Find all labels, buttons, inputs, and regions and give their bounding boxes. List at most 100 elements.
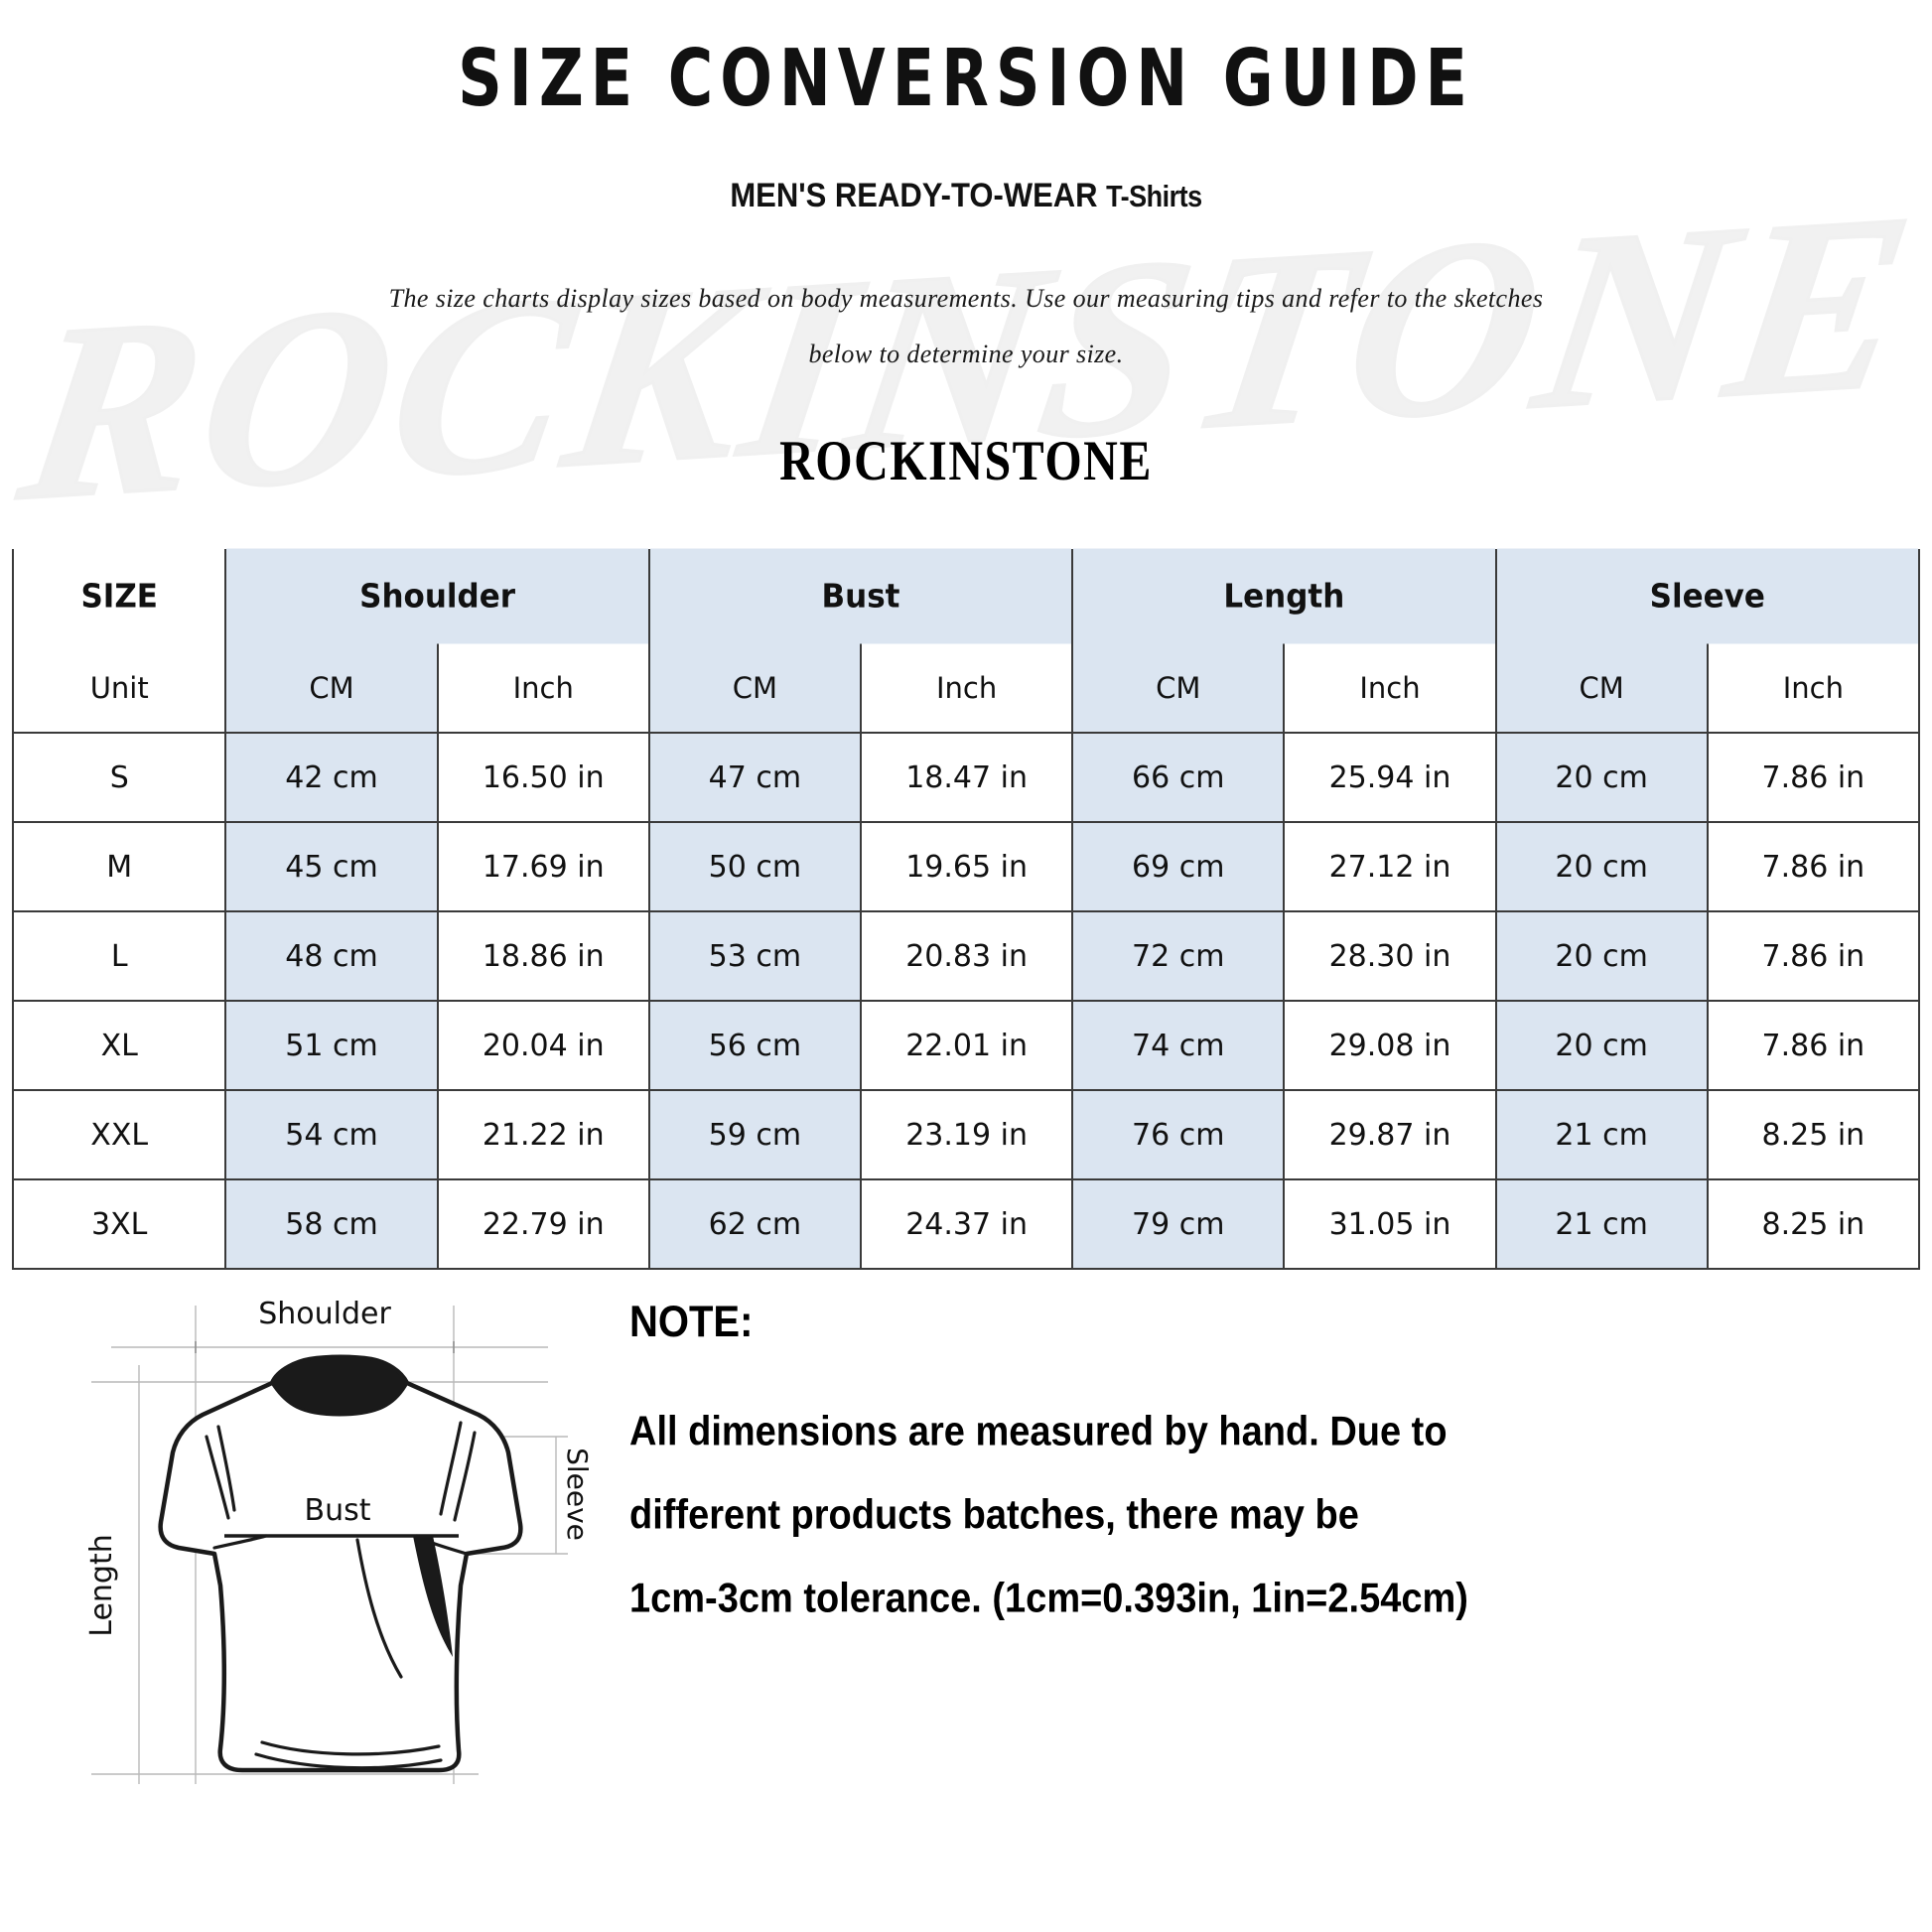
cell-bust-inch: 18.47 in — [859, 732, 1074, 823]
cell-shoulder-inch: 17.69 in — [436, 821, 650, 912]
cell-bust-cm: 53 cm — [647, 910, 862, 1002]
header-cell-size: SIZE — [11, 546, 227, 646]
cell-length-inch: 27.12 in — [1283, 821, 1497, 912]
diagram-label-length: Length — [84, 1534, 119, 1636]
cell-bust-inch: 23.19 in — [859, 1089, 1074, 1180]
cell-sleeve-cm: 20 cm — [1494, 821, 1709, 912]
cell-bust-cm: 59 cm — [647, 1089, 862, 1180]
page-title: SIZE CONVERSION GUIDE — [458, 32, 1474, 125]
intro-line-2: below to determine your size. — [808, 340, 1124, 368]
unit-cell-length-inch: Inch — [1283, 641, 1497, 734]
cell-bust-inch: 20.83 in — [859, 910, 1074, 1002]
row-size-label: M — [11, 821, 227, 912]
cell-sleeve-inch: 8.25 in — [1706, 1178, 1921, 1270]
size-table-container: SIZE Shoulder Bust Length Sleeve Unit CM… — [11, 546, 1921, 1270]
row-size-label: S — [11, 732, 227, 823]
intro-line-1: The size charts display sizes based on b… — [388, 284, 1544, 313]
unit-cell-length-cm: CM — [1071, 641, 1286, 734]
unit-cell-shoulder-inch: Inch — [436, 641, 650, 734]
header-cell-sleeve: Sleeve — [1494, 546, 1921, 646]
cell-sleeve-cm: 20 cm — [1494, 910, 1709, 1002]
cell-length-inch: 31.05 in — [1283, 1178, 1497, 1270]
dimension-ticks — [195, 1341, 455, 1353]
cell-shoulder-inch: 22.79 in — [436, 1178, 650, 1270]
subtitle-main: MEN'S READY-TO-WEAR — [730, 175, 1098, 215]
cell-shoulder-inch: 21.22 in — [436, 1089, 650, 1180]
table-row: M 45 cm 17.69 in 50 cm 19.65 in 69 cm 27… — [11, 821, 1921, 912]
cell-bust-cm: 56 cm — [647, 1000, 862, 1091]
tshirt-side-shadow — [413, 1536, 453, 1657]
note-title: NOTE: — [629, 1298, 754, 1347]
size-conversion-table: SIZE Shoulder Bust Length Sleeve Unit CM… — [11, 546, 1921, 1270]
cell-bust-inch: 19.65 in — [859, 821, 1074, 912]
unit-cell-sleeve-cm: CM — [1494, 641, 1709, 734]
cell-bust-cm: 50 cm — [647, 821, 862, 912]
cell-length-inch: 29.08 in — [1283, 1000, 1497, 1091]
cell-bust-cm: 47 cm — [647, 732, 862, 823]
tshirt-collar — [270, 1355, 409, 1417]
cell-length-cm: 69 cm — [1071, 821, 1286, 912]
header-cell-length: Length — [1071, 546, 1497, 646]
table-row: 3XL 58 cm 22.79 in 62 cm 24.37 in 79 cm … — [11, 1178, 1921, 1270]
cell-sleeve-inch: 8.25 in — [1706, 1089, 1921, 1180]
table-unit-row: Unit CM Inch CM Inch CM Inch CM Inch — [11, 641, 1921, 734]
cell-length-inch: 29.87 in — [1283, 1089, 1497, 1180]
diagram-label-shoulder: Shoulder — [258, 1297, 391, 1331]
header: SIZE CONVERSION GUIDE MEN'S READY-TO-WEA… — [0, 0, 1932, 492]
table-group-header-row: SIZE Shoulder Bust Length Sleeve — [11, 546, 1921, 646]
cell-sleeve-inch: 7.86 in — [1706, 821, 1921, 912]
cell-length-cm: 76 cm — [1071, 1089, 1286, 1180]
row-size-label: L — [11, 910, 227, 1002]
cell-shoulder-inch: 16.50 in — [436, 732, 650, 823]
row-size-label: XL — [11, 1000, 227, 1091]
cell-shoulder-cm: 58 cm — [224, 1178, 439, 1270]
cell-bust-cm: 62 cm — [647, 1178, 862, 1270]
diagram-label-bust: Bust — [305, 1493, 371, 1528]
bottom-section: Shoulder Bust Length Sleeve NOTE: All di… — [0, 1288, 1932, 1804]
cell-sleeve-cm: 21 cm — [1494, 1089, 1709, 1180]
header-cell-shoulder: Shoulder — [224, 546, 650, 646]
subtitle: MEN'S READY-TO-WEAR T-Shirts — [0, 176, 1932, 215]
cell-shoulder-cm: 48 cm — [224, 910, 439, 1002]
header-cell-bust: Bust — [647, 546, 1074, 646]
cell-shoulder-cm: 51 cm — [224, 1000, 439, 1091]
tshirt-measurement-diagram: Shoulder Bust Length Sleeve — [12, 1288, 608, 1804]
table-row: XL 51 cm 20.04 in 56 cm 22.01 in 74 cm 2… — [11, 1000, 1921, 1091]
row-size-label: XXL — [11, 1089, 227, 1180]
table-row: L 48 cm 18.86 in 53 cm 20.83 in 72 cm 28… — [11, 910, 1921, 1002]
cell-sleeve-inch: 7.86 in — [1706, 910, 1921, 1002]
cell-length-inch: 28.30 in — [1283, 910, 1497, 1002]
diagram-label-sleeve: Sleeve — [561, 1448, 594, 1541]
cell-shoulder-cm: 42 cm — [224, 732, 439, 823]
unit-cell-bust-inch: Inch — [859, 641, 1074, 734]
cell-bust-inch: 24.37 in — [859, 1178, 1074, 1270]
brand-name: ROCKINSTONE — [779, 430, 1153, 492]
cell-sleeve-cm: 20 cm — [1494, 732, 1709, 823]
cell-length-cm: 74 cm — [1071, 1000, 1286, 1091]
cell-shoulder-inch: 20.04 in — [436, 1000, 650, 1091]
cell-sleeve-cm: 20 cm — [1494, 1000, 1709, 1091]
row-size-label: 3XL — [11, 1178, 227, 1270]
cell-sleeve-inch: 7.86 in — [1706, 1000, 1921, 1091]
subtitle-suffix: T-Shirts — [1106, 180, 1202, 213]
note-line-3: 1cm-3cm tolerance. (1cm=0.393in, 1in=2.5… — [629, 1576, 1468, 1622]
cell-shoulder-inch: 18.86 in — [436, 910, 650, 1002]
table-row: XXL 54 cm 21.22 in 59 cm 23.19 in 76 cm … — [11, 1089, 1921, 1180]
cell-sleeve-cm: 21 cm — [1494, 1178, 1709, 1270]
note-line-1: All dimensions are measured by hand. Due… — [629, 1409, 1448, 1455]
unit-cell-shoulder-cm: CM — [224, 641, 439, 734]
note-line-2: different products batches, there may be — [629, 1492, 1359, 1539]
cell-length-cm: 79 cm — [1071, 1178, 1286, 1270]
tshirt-diagram-svg: Shoulder Bust Length Sleeve — [84, 1297, 594, 1784]
table-row: S 42 cm 16.50 in 47 cm 18.47 in 66 cm 25… — [11, 732, 1921, 823]
intro-text: The size charts display sizes based on b… — [271, 271, 1661, 382]
unit-cell-sleeve-inch: Inch — [1706, 641, 1921, 734]
note-section: NOTE: All dimensions are measured by han… — [608, 1288, 1932, 1636]
unit-cell-bust-cm: CM — [647, 641, 862, 734]
cell-length-inch: 25.94 in — [1283, 732, 1497, 823]
cell-shoulder-cm: 45 cm — [224, 821, 439, 912]
cell-bust-inch: 22.01 in — [859, 1000, 1074, 1091]
cell-shoulder-cm: 54 cm — [224, 1089, 439, 1180]
tshirt-outline — [158, 1354, 523, 1773]
